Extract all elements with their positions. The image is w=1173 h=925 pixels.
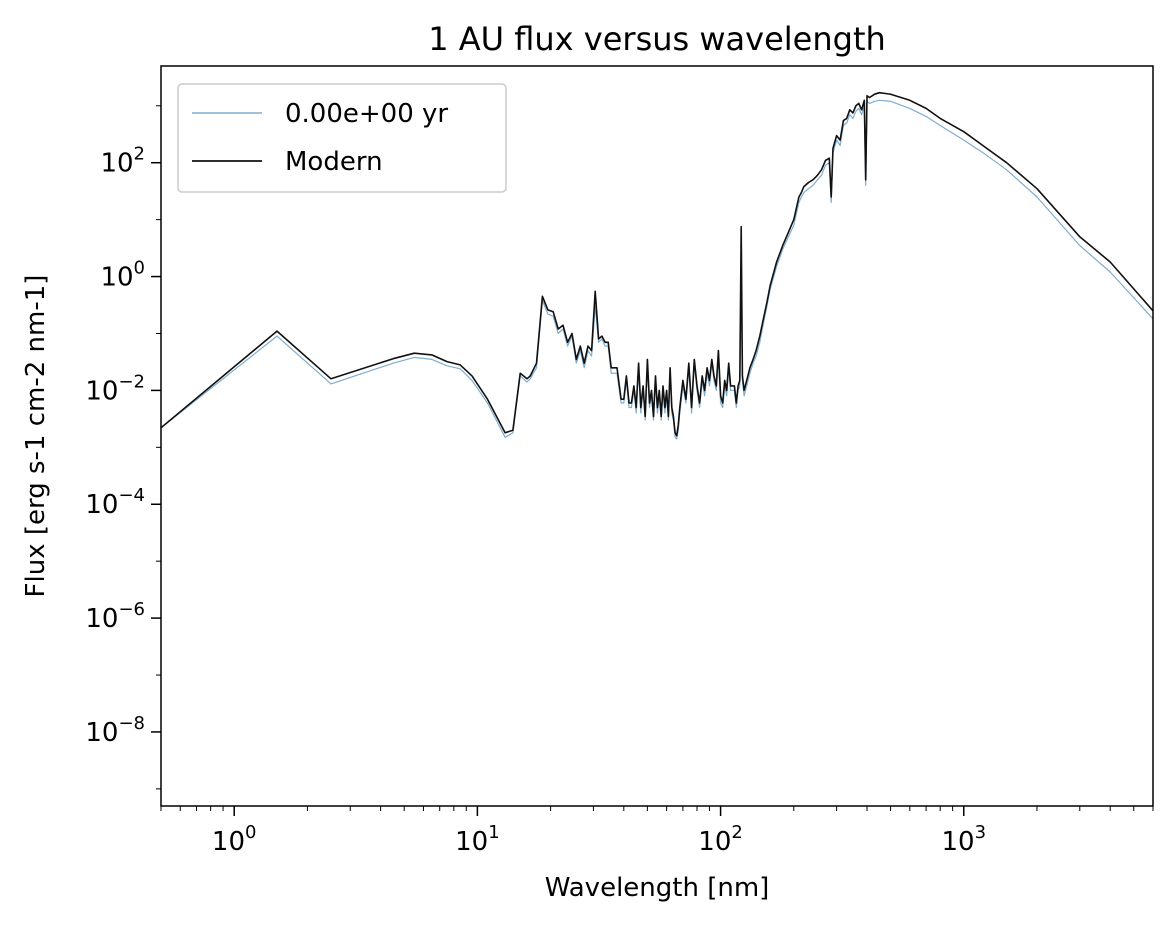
y-tick-label-3: 10−2 <box>85 371 145 406</box>
plot-frame <box>160 65 1154 807</box>
y-tick-label-4: 100 <box>100 258 145 293</box>
legend-box <box>177 83 507 193</box>
x-tick-label-1: 101 <box>455 822 500 857</box>
legend-label-series-0: 0.00e+00 yr <box>285 99 448 129</box>
y-axis-label: Flux [erg s-1 cm-2 nm-1] <box>21 275 51 598</box>
x-tick-label-2: 102 <box>698 822 743 857</box>
series-line-1 <box>161 91 1153 437</box>
y-tick-label-2: 10−4 <box>85 485 145 520</box>
x-tick-label-0: 100 <box>212 822 257 857</box>
legend-label-series-1: Modern <box>285 147 383 177</box>
legend: 0.00e+00 yr Modern <box>177 83 507 193</box>
y-tick-label-0: 10−8 <box>85 713 145 748</box>
y-axis: 10−8 10−6 10−4 10−2 100 102 <box>85 105 161 790</box>
chart-title: 1 AU flux versus wavelength <box>428 20 886 58</box>
y-tick-label-5: 102 <box>100 144 145 179</box>
y-tick-label-1: 10−6 <box>85 599 145 634</box>
x-axis: 100 101 102 103 <box>160 806 1154 857</box>
x-axis-label: Wavelength [nm] <box>545 873 770 903</box>
series-layer <box>161 91 1153 440</box>
x-tick-label-3: 103 <box>941 822 986 857</box>
